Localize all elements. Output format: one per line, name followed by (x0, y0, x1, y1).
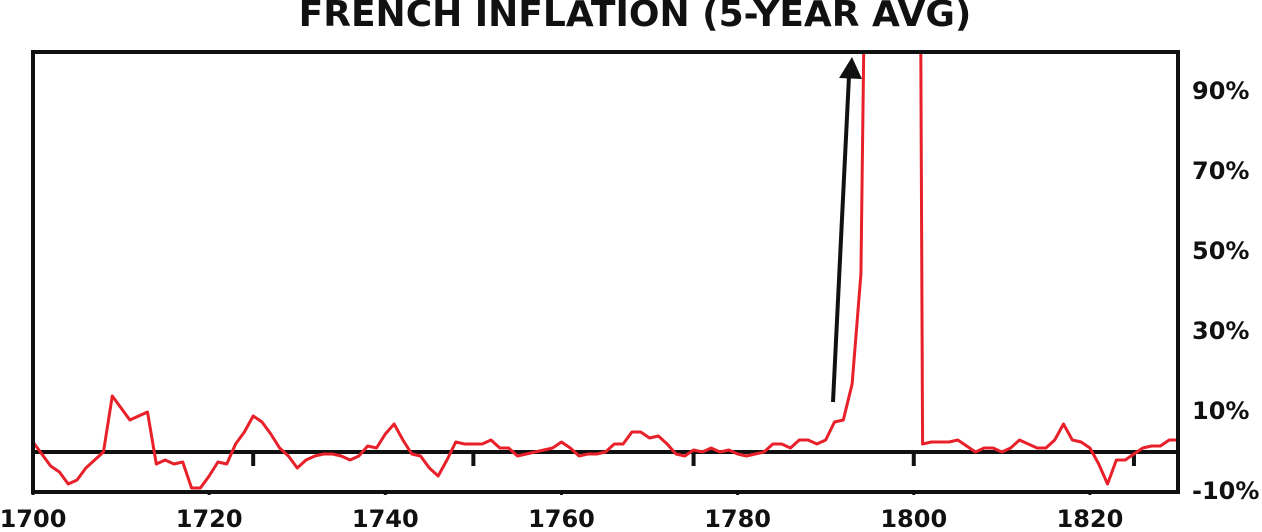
x-tick-label: 1720 (176, 505, 243, 532)
data-line (33, 52, 1178, 490)
y-tick-label: 70% (1192, 157, 1249, 185)
arrow-head (839, 57, 862, 79)
x-tick-label: 1740 (352, 505, 419, 532)
chart-title: FRENCH INFLATION (5-YEAR AVG) (299, 0, 972, 35)
x-tick-label: 1780 (704, 505, 771, 532)
annotation-arrow (831, 57, 862, 403)
y-tick-label: 90% (1192, 77, 1249, 105)
plot-area (33, 52, 1178, 490)
plot-frame (31, 50, 1180, 494)
x-tick-label: 1820 (1057, 505, 1124, 532)
y-tick-label: -10% (1192, 477, 1259, 505)
y-tick-label: 50% (1192, 237, 1249, 265)
y-tick-label: 10% (1192, 397, 1249, 425)
arrow-shaft (831, 75, 851, 403)
x-tick-label: 1760 (528, 505, 595, 532)
x-tick-label: 1800 (880, 505, 947, 532)
y-tick-label: 30% (1192, 317, 1249, 345)
x-tick-label: 1700 (0, 505, 66, 532)
